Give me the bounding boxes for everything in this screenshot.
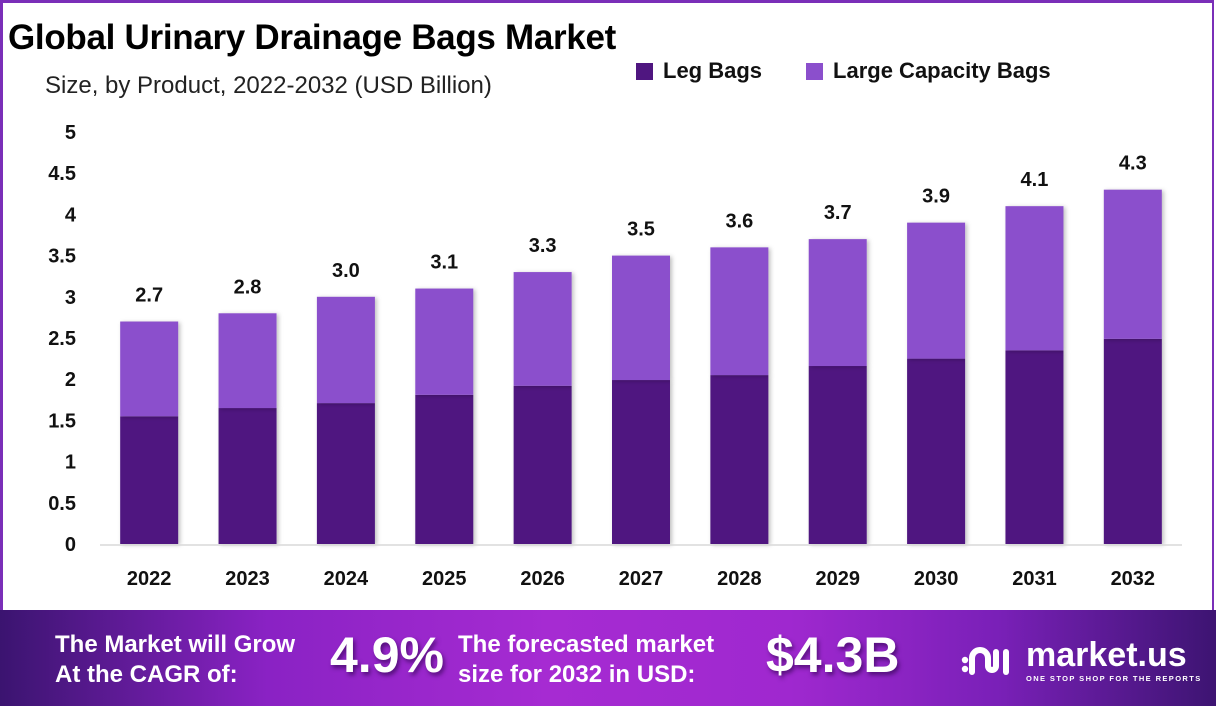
- bar-leg-bags-2023: [218, 408, 277, 544]
- bar-leg-bags-2032: [1103, 338, 1162, 544]
- bar-leg-bags-2031: [1005, 350, 1064, 544]
- bar-leg-bags-2024: [316, 403, 375, 544]
- data-label-total-2024: 3.0: [332, 260, 360, 282]
- bar-large-capacity-bags-2029: [808, 239, 867, 367]
- legend-item-leg-bags: Leg Bags: [636, 58, 762, 84]
- market-us-logo-icon: [961, 646, 1009, 675]
- brand-logo: market.us ONE STOP SHOP FOR THE REPORTS: [960, 638, 1202, 683]
- y-tick-label: 0: [65, 534, 76, 556]
- brand-tagline: ONE STOP SHOP FOR THE REPORTS: [1026, 674, 1202, 683]
- brand-name: market.us: [1026, 636, 1187, 674]
- x-tick-label: 2027: [619, 568, 664, 590]
- x-tick-label: 2025: [422, 568, 467, 590]
- y-tick-label: 3: [65, 287, 76, 309]
- legend: Leg Bags Large Capacity Bags: [636, 58, 1051, 84]
- y-tick-label: 2.5: [48, 328, 76, 350]
- y-tick-label: 4: [65, 204, 77, 226]
- bar-leg-bags-2029: [808, 366, 867, 544]
- bar-large-capacity-bags-2027: [612, 255, 670, 381]
- stacked-bar-chart: 0 0.5 1 1.5 2 2.5 3 3.5 4 4.5 5 2022 2023 2024 2025 20…: [48, 122, 1182, 590]
- data-label-total-2032: 4.3: [1119, 153, 1147, 175]
- forecast-caption-line1: The forecasted market: [458, 631, 715, 658]
- bar-large-capacity-bags-2030: [907, 222, 966, 359]
- y-tick-label: 1.5: [48, 410, 76, 432]
- data-label-total-2026: 3.3: [529, 235, 557, 257]
- data-label-total-2030: 3.9: [922, 186, 950, 208]
- bar-large-capacity-bags-2024: [316, 296, 375, 404]
- x-tick-label: 2026: [520, 568, 565, 590]
- bar-large-capacity-bags-2023: [218, 313, 277, 409]
- cagr-caption-line2: At the CAGR of:: [55, 661, 238, 688]
- data-label-total-2022: 2.7: [135, 285, 163, 307]
- forecast-caption: The forecasted market size for 2032 in U…: [458, 630, 714, 690]
- data-label-total-2025: 3.1: [430, 252, 458, 274]
- data-label-total-2027: 3.5: [627, 219, 655, 241]
- bar-leg-bags-2027: [612, 380, 670, 544]
- bar-leg-bags-2026: [513, 385, 572, 544]
- forecast-value: $4.3B: [766, 627, 900, 683]
- bar-large-capacity-bags-2032: [1103, 189, 1162, 339]
- bar-large-capacity-bags-2031: [1005, 206, 1064, 351]
- x-tick-label: 2029: [815, 568, 860, 590]
- legend-swatch-large-capacity-bags: [806, 62, 824, 80]
- bar-large-capacity-bags-2026: [513, 272, 572, 386]
- summary-banner: The Market will Grow At the CAGR of: 4.9…: [0, 610, 1216, 706]
- legend-label: Leg Bags: [663, 58, 763, 83]
- y-tick-label: 5: [65, 122, 76, 144]
- cagr-value: 4.9%: [330, 627, 444, 683]
- cagr-caption-line1: The Market will Grow: [55, 631, 296, 658]
- x-tick-label: 2022: [127, 568, 172, 590]
- y-tick-label: 3.5: [48, 246, 76, 268]
- x-tick-label: 2023: [225, 568, 270, 590]
- x-tick-label: 2032: [1111, 568, 1156, 590]
- chart-subtitle: Size, by Product, 2022-2032 (USD Billion…: [45, 72, 492, 99]
- x-tick-label: 2030: [914, 568, 959, 590]
- data-label-total-2029: 3.7: [824, 202, 852, 224]
- legend-item-large-capacity-bags: Large Capacity Bags: [806, 58, 1051, 84]
- legend-swatch-leg-bags: [636, 62, 653, 80]
- bar-leg-bags-2025: [415, 394, 474, 544]
- data-label-total-2023: 2.8: [234, 276, 262, 298]
- bar-leg-bags-2030: [907, 358, 966, 544]
- bar-large-capacity-bags-2022: [120, 321, 179, 417]
- legend-label: Large Capacity Bags: [833, 58, 1051, 83]
- x-tick-label: 2024: [324, 568, 369, 590]
- data-label-total-2031: 4.1: [1021, 169, 1049, 191]
- data-label-total-2028: 3.6: [725, 210, 753, 232]
- bar-large-capacity-bags-2028: [710, 247, 769, 376]
- forecast-caption-line2: size for 2032 in USD:: [458, 661, 696, 688]
- bar-leg-bags-2022: [120, 416, 179, 544]
- x-tick-label: 2028: [717, 568, 762, 590]
- y-tick-label: 2: [65, 369, 76, 391]
- y-tick-label: 1: [65, 452, 76, 474]
- cagr-caption: The Market will Grow At the CAGR of:: [55, 630, 295, 690]
- chart-title: Global Urinary Drainage Bags Market: [8, 18, 617, 57]
- y-tick-label: 4.5: [48, 163, 76, 185]
- x-tick-label: 2031: [1012, 568, 1057, 590]
- bar-leg-bags-2028: [710, 375, 769, 544]
- bar-large-capacity-bags-2025: [415, 288, 474, 395]
- y-tick-label: 0.5: [48, 493, 76, 515]
